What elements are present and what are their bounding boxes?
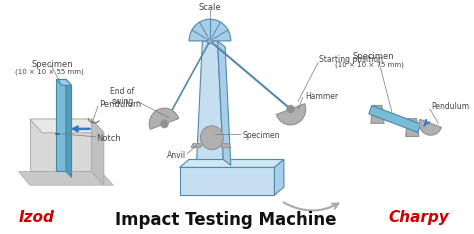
Text: Starting position: Starting position (319, 55, 383, 64)
Polygon shape (371, 106, 384, 123)
Polygon shape (91, 119, 104, 185)
Text: Izod: Izod (18, 210, 55, 225)
Text: (10 × 10 × 55 mm): (10 × 10 × 55 mm) (15, 68, 83, 75)
Text: (10 × 10 × 75 mm): (10 × 10 × 75 mm) (335, 61, 404, 68)
Polygon shape (56, 80, 66, 171)
Circle shape (287, 105, 294, 113)
Text: Anvil: Anvil (167, 151, 186, 160)
Polygon shape (30, 119, 91, 171)
Polygon shape (406, 119, 419, 136)
Text: Hammer: Hammer (305, 92, 338, 101)
Polygon shape (66, 80, 72, 177)
FancyArrowPatch shape (283, 202, 338, 211)
Text: Impact Testing Machine: Impact Testing Machine (115, 211, 337, 229)
Wedge shape (201, 126, 223, 150)
Text: Specimen: Specimen (32, 60, 73, 69)
Text: Specimen: Specimen (242, 131, 280, 140)
Wedge shape (189, 19, 231, 41)
Polygon shape (191, 144, 202, 148)
Polygon shape (30, 119, 104, 133)
Text: Scale: Scale (199, 3, 221, 12)
Wedge shape (149, 108, 179, 129)
Text: Pendulum: Pendulum (431, 102, 469, 111)
Polygon shape (369, 106, 421, 132)
Polygon shape (18, 171, 113, 185)
Text: Pendulum: Pendulum (99, 100, 141, 109)
Polygon shape (180, 167, 274, 195)
Text: Notch: Notch (96, 134, 121, 143)
Polygon shape (56, 80, 72, 85)
Polygon shape (219, 144, 231, 148)
Polygon shape (274, 160, 284, 195)
Wedge shape (419, 119, 441, 135)
Polygon shape (218, 41, 231, 165)
Text: Specimen: Specimen (352, 52, 394, 61)
Circle shape (161, 120, 168, 128)
Text: Charpy: Charpy (388, 210, 449, 225)
Wedge shape (276, 104, 306, 125)
Circle shape (207, 38, 213, 44)
Polygon shape (180, 160, 284, 167)
Text: End of
swing: End of swing (110, 87, 134, 106)
Polygon shape (197, 41, 223, 160)
